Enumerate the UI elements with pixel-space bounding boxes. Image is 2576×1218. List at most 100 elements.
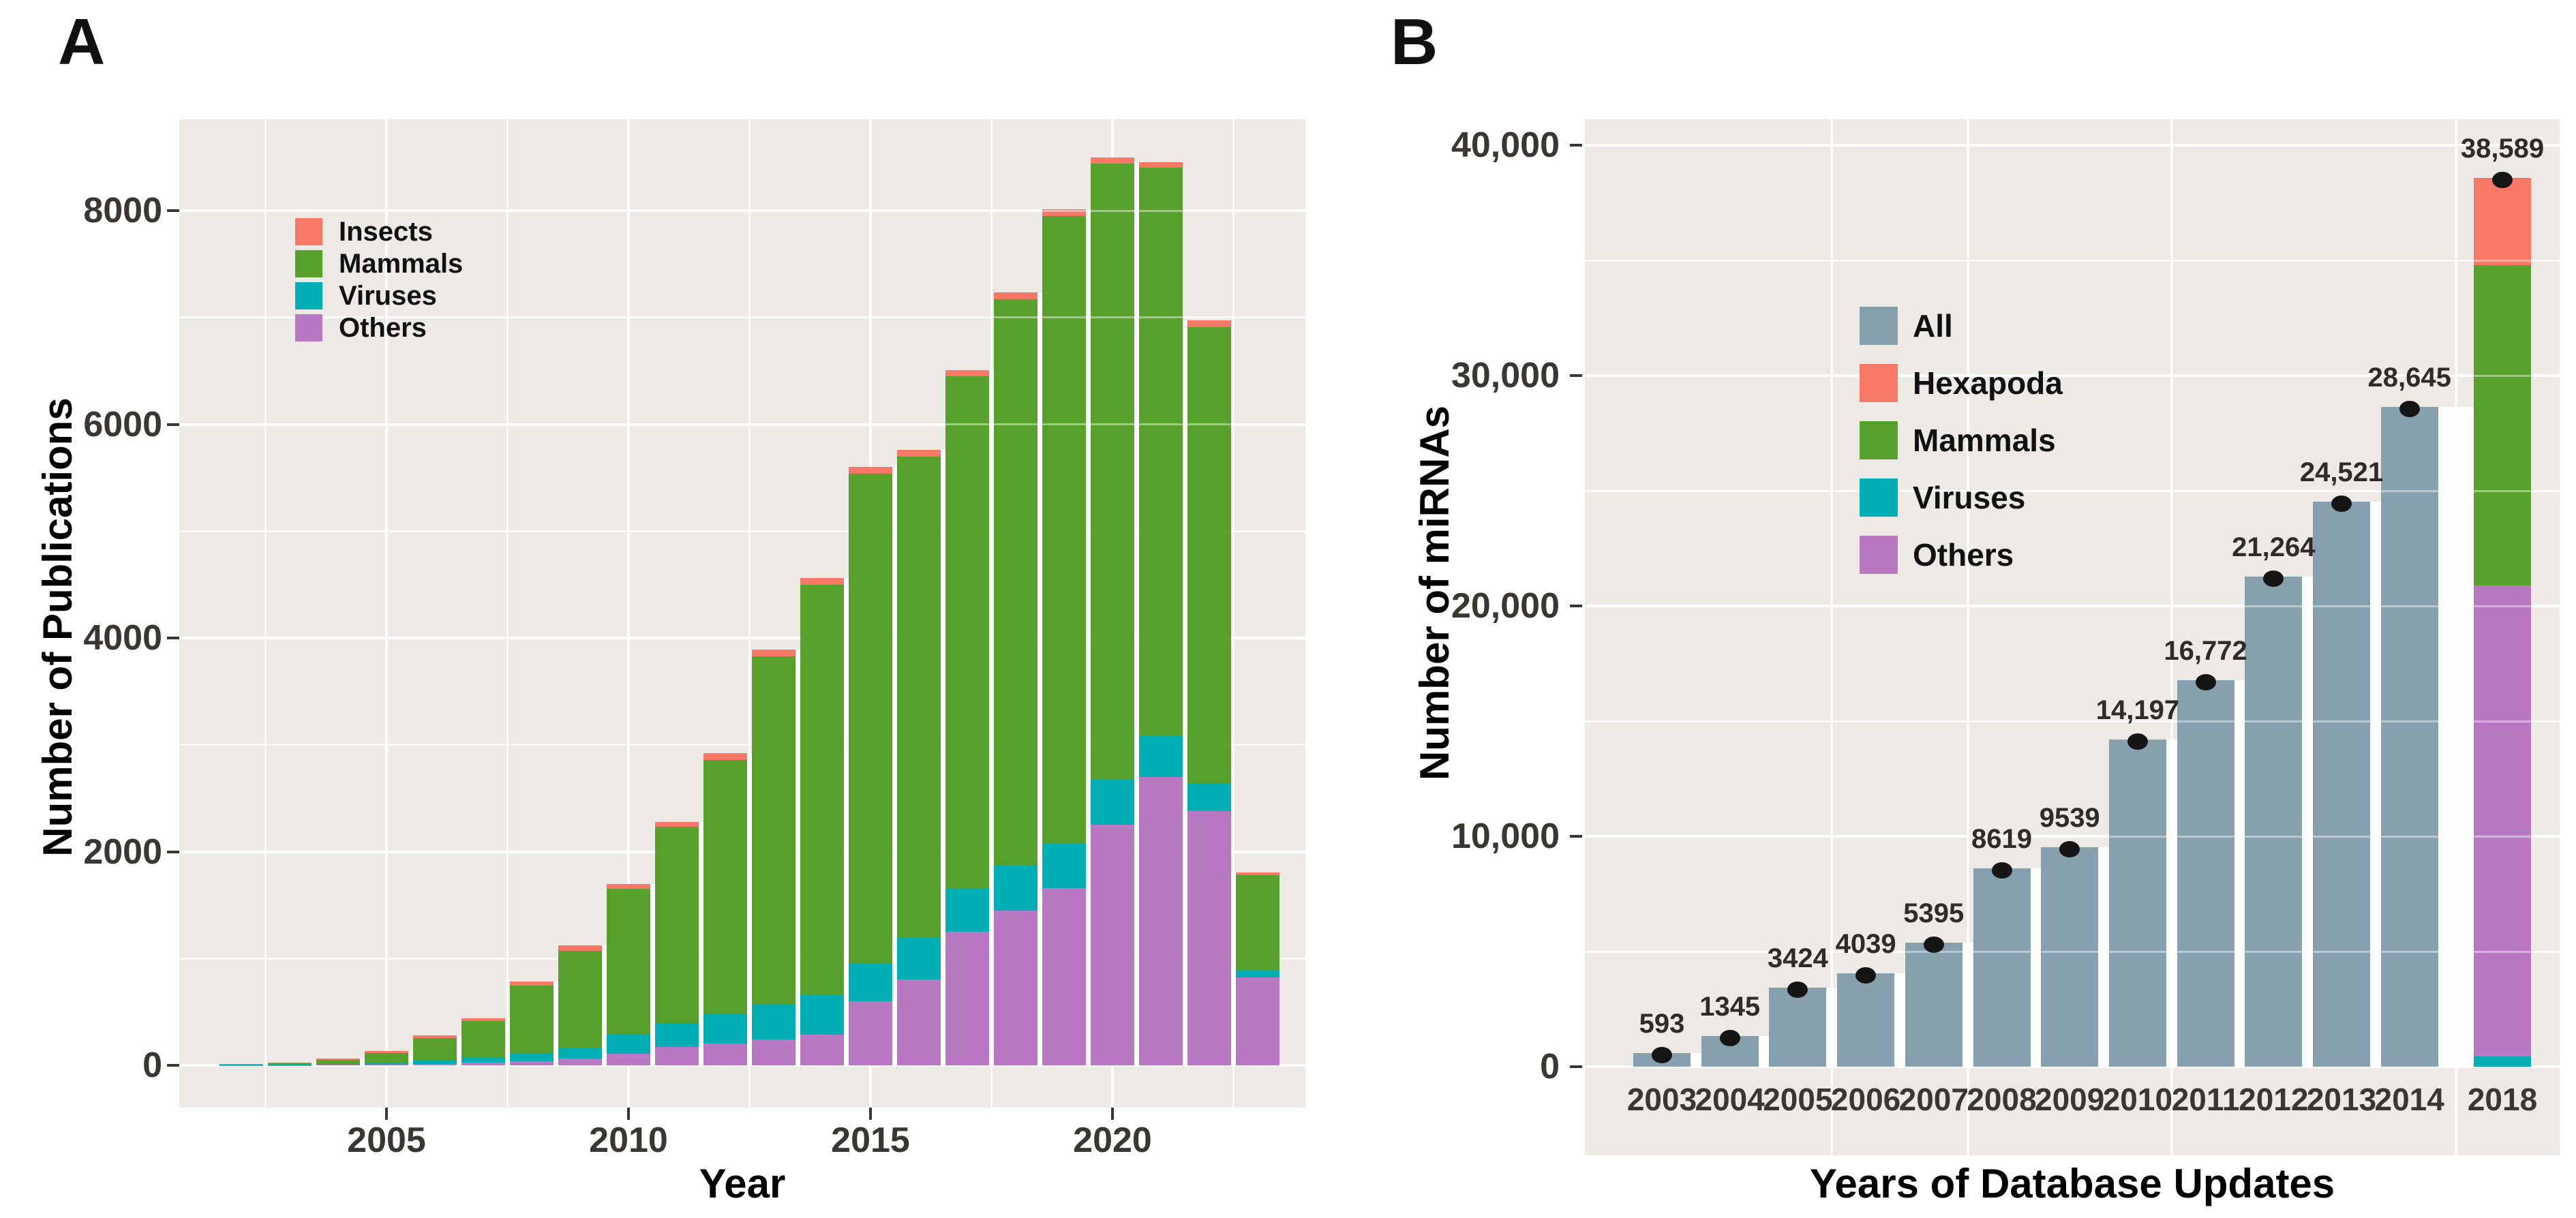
panel-a-letter: A <box>58 5 106 78</box>
bar-segment-viruses-2007 <box>461 1058 505 1063</box>
gridline-overlay <box>1585 605 2560 607</box>
bar-segment-mammals-2020 <box>1091 164 1134 779</box>
bar-value-label-2011: 16,772 <box>2164 636 2247 667</box>
legend-label-viruses: Viruses <box>339 281 437 311</box>
bar-gap <box>602 945 607 1065</box>
panel-b-plot-area: 593 2003 1345 2004 3424 2005 4039 2006 5395 2007 8… <box>1585 119 2560 1155</box>
bar-segment-insects-2005 <box>365 1050 408 1053</box>
gridline-overlay <box>179 209 1305 212</box>
gridline-overlay <box>1585 489 2560 492</box>
data-point-dot-2009 <box>2059 840 2080 857</box>
bar-segment-mammals-2005 <box>365 1052 408 1063</box>
legend-label-insects: Insects <box>339 217 433 247</box>
bar-segment-mammals-2011 <box>655 827 699 1024</box>
x-axis-tick-mark <box>627 1108 630 1120</box>
x-axis-category-label-2005: 2005 <box>1763 1082 1833 1117</box>
bar-segment-viruses-2019 <box>1042 842 1086 888</box>
bar-segment-viruses-2010 <box>607 1033 650 1054</box>
bar-gap <box>699 821 703 1065</box>
bar-segment-viruses-2014 <box>800 995 844 1035</box>
x-axis-tick-label: 2020 <box>1073 1121 1152 1160</box>
bar-all-2014 <box>2380 406 2438 1067</box>
legend-swatch-viruses <box>1860 478 1898 517</box>
bar-all-2005 <box>1769 988 1827 1067</box>
x-axis-category-label-2003: 2003 <box>1626 1082 1697 1117</box>
bar-segment-mammals-2003 <box>268 1063 312 1065</box>
bar-segment-viruses-2021 <box>1139 736 1183 777</box>
data-point-dot-2012 <box>2263 570 2284 588</box>
bar-gap <box>1183 320 1187 1065</box>
gridline-overlay <box>1585 374 2560 377</box>
bar-gap <box>1758 1035 1770 1067</box>
y-axis-tick-mark <box>167 850 179 853</box>
bar-segment-insects-2010 <box>607 883 650 889</box>
legend-label-viruses: Viruses <box>1913 480 2026 515</box>
x-axis-tick-label: 2015 <box>831 1121 910 1160</box>
legend-swatch-mammals <box>1860 421 1898 459</box>
bar-segment-insects-2008 <box>510 981 554 986</box>
bar-value-label-2006: 4039 <box>1835 929 1896 960</box>
bar-segment-others-2011 <box>655 1047 699 1065</box>
bar-segment-mammals-2006 <box>413 1037 457 1061</box>
bar-segment-mammals-2008 <box>510 985 554 1054</box>
bar-segment-insects-2011 <box>655 821 699 827</box>
gridline-major <box>179 209 1305 212</box>
bar-segment-viruses-2008 <box>510 1053 554 1061</box>
bar-gap <box>892 467 897 1065</box>
gridline-minor-vertical <box>748 119 751 1108</box>
legend-label-others: Others <box>339 313 427 343</box>
y-axis-tick-label: 30,000 <box>1451 356 1560 395</box>
gridline-overlay <box>179 423 1305 425</box>
gridline-overlay <box>1585 835 2560 838</box>
bar-segment-insects-2014 <box>800 578 844 585</box>
bar-segment-others-2021 <box>1139 776 1183 1065</box>
bar-gap <box>2166 740 2177 1067</box>
gridline-major-vertical <box>385 119 388 1108</box>
gridline-minor-vertical <box>1232 119 1234 1108</box>
bar-segment-others-2019 <box>1042 887 1086 1065</box>
bar-segment-insects-2009 <box>558 945 602 951</box>
y-axis-tick-label: 8000 <box>83 191 162 230</box>
bar-value-label-2004: 1345 <box>1699 991 1761 1022</box>
bar-segment-others-2012 <box>703 1043 747 1065</box>
data-point-dot-2018 <box>2492 171 2513 188</box>
legend-label-mammals: Mammals <box>1913 423 2056 458</box>
gridline-vertical <box>1967 119 1969 1155</box>
bar-segment-mammals-2012 <box>703 759 747 1014</box>
bar-all-2006 <box>1837 973 1895 1067</box>
legend-swatch-viruses <box>295 282 322 309</box>
panel-a-plot-area <box>179 119 1305 1108</box>
legend-label-all: All <box>1913 308 1953 344</box>
bar-segment-mammals-2014 <box>800 584 844 996</box>
x-axis-category-label-2009: 2009 <box>2035 1082 2105 1117</box>
bar-all-2009 <box>2041 847 2099 1067</box>
legend-swatch-all <box>1860 307 1898 345</box>
bar-value-label-2014: 28,645 <box>2367 362 2451 393</box>
x-axis-tick-label: 2005 <box>347 1121 426 1160</box>
bar-segment-insects-2022 <box>1187 320 1231 327</box>
x-axis-category-label-2006: 2006 <box>1830 1082 1901 1117</box>
bar-all-2013 <box>2313 502 2370 1067</box>
bar-segment-viruses-2020 <box>1091 778 1134 825</box>
x-axis-category-label-2013: 2013 <box>2306 1082 2377 1117</box>
bar-gap <box>795 650 800 1065</box>
bar-gap <box>1894 973 1905 1067</box>
x-axis-tick-mark <box>1111 1108 1114 1120</box>
gridline-major <box>1585 835 2560 838</box>
y-axis-tick-label: 40,000 <box>1451 125 1560 165</box>
bar-segment-insects-2016 <box>897 450 941 457</box>
x-axis-category-label-2012: 2012 <box>2239 1082 2309 1117</box>
legend-label-hexapoda: Hexapoda <box>1913 365 2063 401</box>
x-axis-category-label-2007: 2007 <box>1898 1082 1969 1117</box>
y-axis-tick-mark <box>167 1064 179 1067</box>
bar-segment-hexapoda-2018 <box>2474 177 2531 265</box>
bar-gap <box>844 578 849 1065</box>
bar-segment-viruses-2015 <box>849 962 892 1001</box>
data-point-dot-2014 <box>2399 400 2420 417</box>
bar-all-2012 <box>2245 577 2303 1067</box>
bar-gap <box>1826 988 1838 1067</box>
bar-segment-others-2015 <box>849 1001 892 1065</box>
gridline-minor <box>1585 720 2560 722</box>
bar-gap <box>1086 209 1091 1065</box>
